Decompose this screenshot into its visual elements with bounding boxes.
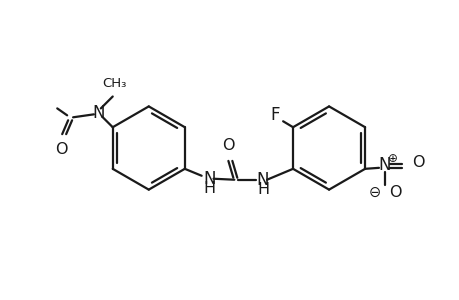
Text: ⊖: ⊖	[368, 185, 381, 200]
Text: N: N	[92, 104, 105, 122]
Text: O: O	[222, 138, 234, 153]
Text: N: N	[203, 170, 215, 188]
Text: O: O	[388, 185, 401, 200]
Text: H: H	[257, 182, 269, 197]
Text: F: F	[270, 106, 280, 124]
Text: N: N	[378, 156, 390, 174]
Text: H: H	[203, 181, 215, 196]
Text: N: N	[256, 171, 269, 189]
Text: CH₃: CH₃	[102, 76, 127, 90]
Text: O: O	[411, 155, 423, 170]
Text: O: O	[55, 142, 67, 157]
Text: ⊕: ⊕	[387, 152, 397, 165]
